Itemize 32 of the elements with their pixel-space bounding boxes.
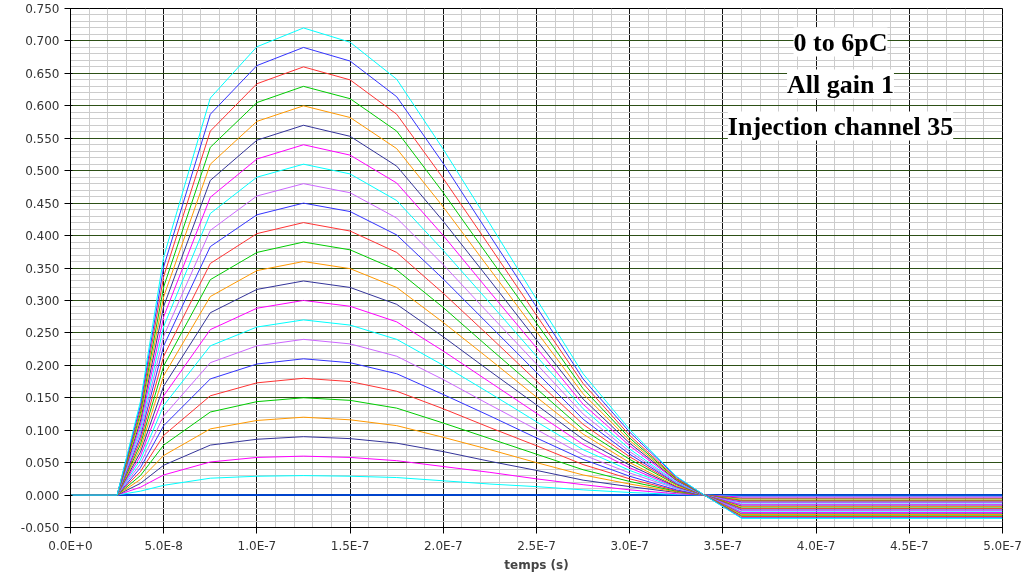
annotation: Injection channel 35: [727, 111, 954, 141]
annotation: 0 to 6pC: [793, 27, 888, 57]
y-tick-label: -0.050: [20, 521, 60, 535]
y-tick-label: 0.650: [25, 66, 60, 81]
y-tick-label: 0.450: [25, 196, 60, 211]
y-tick-label: 0.750: [25, 2, 60, 16]
y-tick-label: 0.100: [25, 423, 60, 438]
x-tick-label: 2.0E-7: [423, 538, 463, 553]
x-tick-label: 1.0E-7: [237, 538, 277, 553]
x-tick-label: 5.0E-7: [983, 538, 1022, 553]
y-tick-label: 0.400: [25, 229, 60, 244]
x-tick-label: 2.5E-7: [517, 538, 556, 553]
y-tick-label: 0.350: [25, 261, 60, 276]
y-tick-label: 0.700: [25, 34, 60, 49]
x-tick-label: 5.0E-8: [144, 538, 184, 553]
y-tick-label: 0.250: [25, 326, 60, 341]
y-tick-label: 0.050: [25, 456, 60, 471]
x-tick-label: 1.5E-7: [330, 538, 370, 553]
y-tick-label: 0.150: [25, 391, 60, 406]
x-tick-label: 0.0E+0: [48, 538, 93, 553]
y-tick-label: 0.600: [25, 99, 60, 114]
annotation: All gain 1: [787, 69, 894, 99]
x-tick-label: 4.5E-7: [889, 538, 929, 553]
x-tick-label: 4.0E-7: [796, 538, 836, 553]
y-tick-label: 0.200: [25, 358, 60, 373]
y-tick-label: 0.500: [25, 164, 60, 179]
y-tick-label: 0.300: [25, 293, 60, 308]
x-axis-title: temps (s): [504, 557, 569, 572]
y-tick-label: 0.000: [25, 488, 60, 503]
x-tick-label: 3.0E-7: [610, 538, 650, 553]
y-tick-label: 0.550: [25, 131, 60, 146]
x-tick-label: 3.5E-7: [703, 538, 743, 553]
